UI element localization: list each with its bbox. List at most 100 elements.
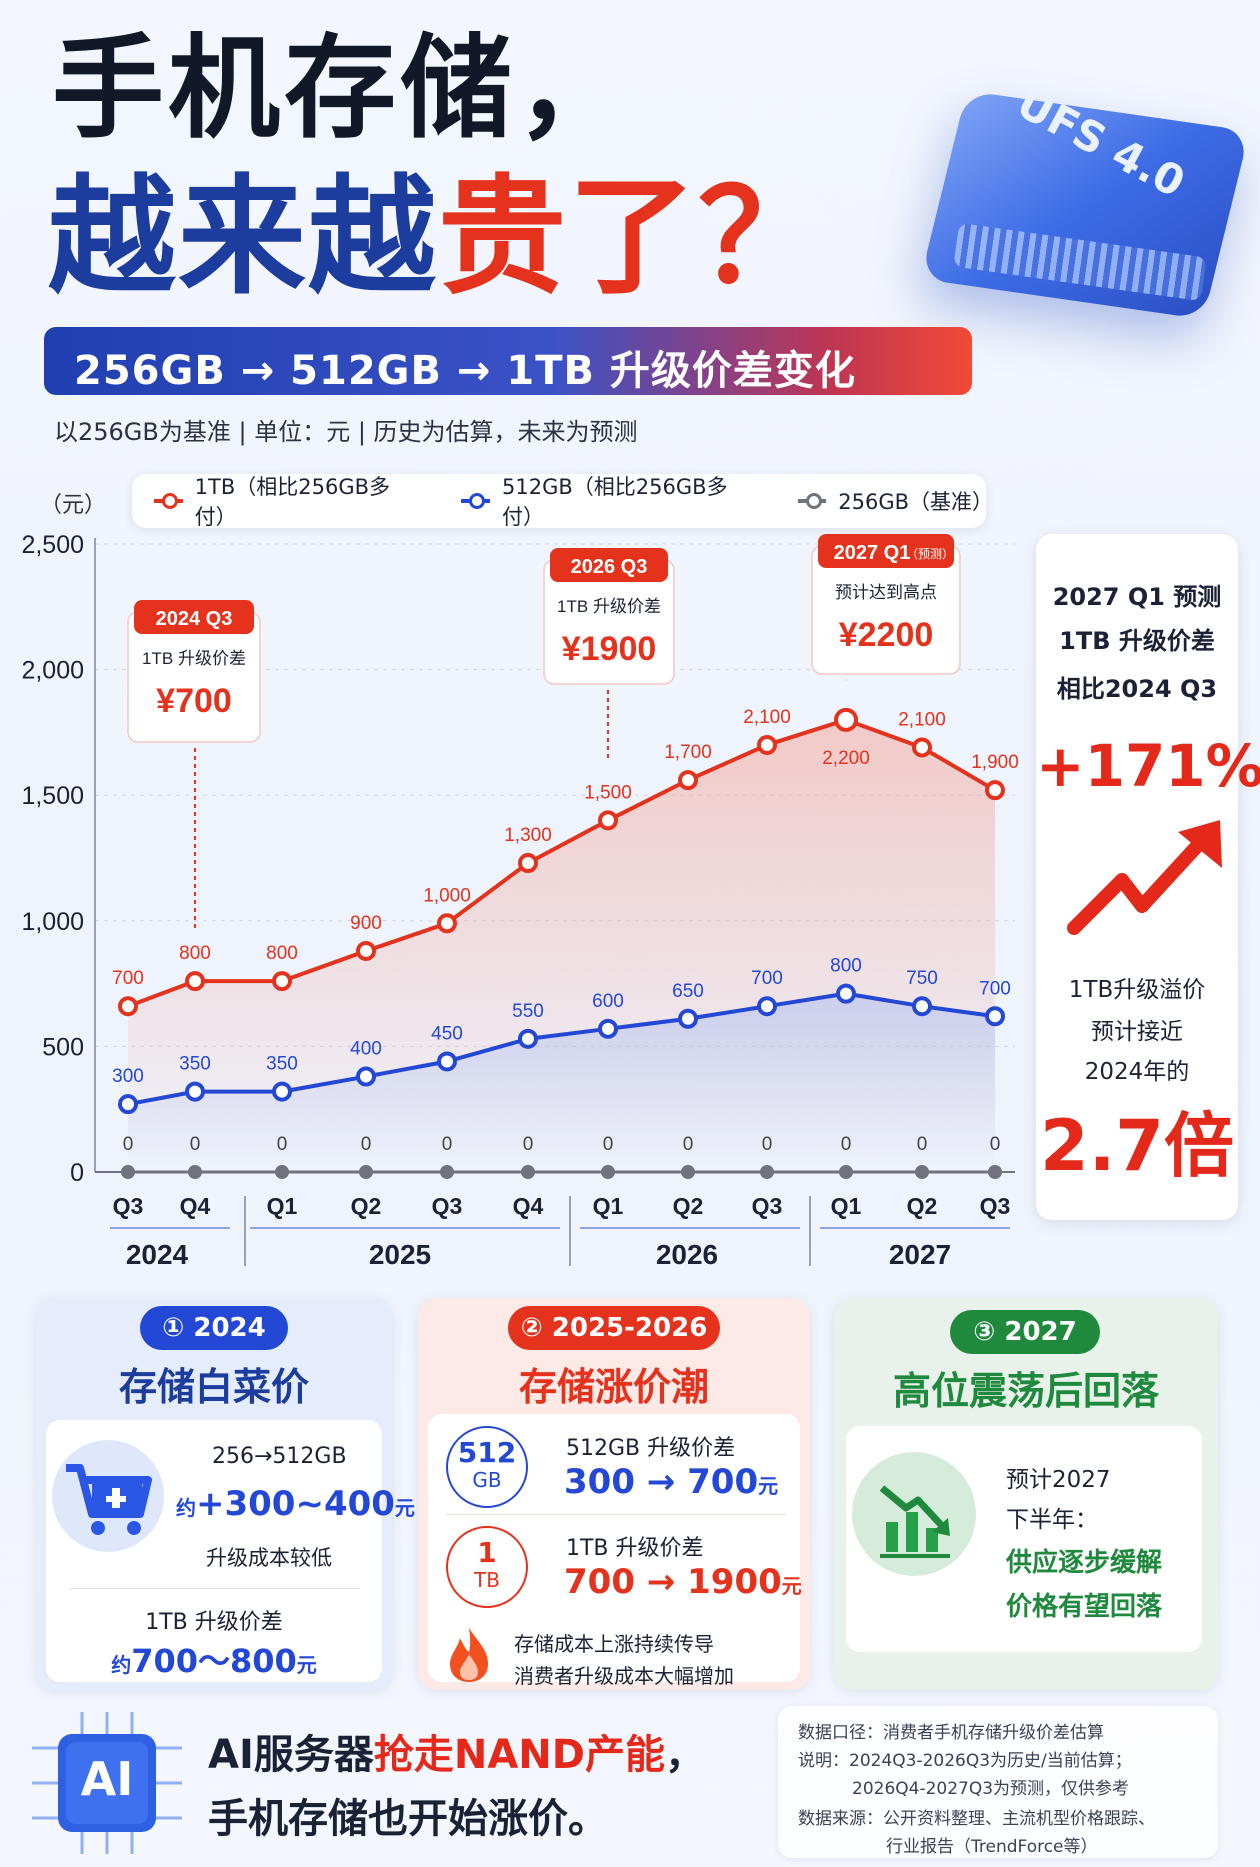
card-2024-badge: ① 2024 — [140, 1306, 288, 1350]
footer-line-1-c: ， — [664, 1732, 705, 1778]
card-2025-2026-c2-unit: 元 — [781, 1574, 802, 1598]
subheading-text: 256GB → 512GB → 1TB 升级价差变化 — [74, 348, 856, 394]
value-label-1tb: 2,100 — [743, 707, 791, 728]
title-line-2: 越来越贵了？ — [48, 167, 828, 309]
point-1tb — [356, 940, 376, 961]
x-tick-label: Q3 — [113, 1193, 144, 1219]
point-512gb — [836, 983, 856, 1004]
point-1tb — [437, 913, 457, 934]
point-512gb — [118, 1094, 138, 1115]
legend-item-1tb: 1TB（相比256GB多付） — [154, 471, 421, 531]
y-tick-label: 2,000 — [21, 657, 84, 685]
value-label-1tb: 2,200 — [822, 748, 870, 769]
summary-percent: +171% — [1036, 732, 1260, 800]
x-tick-label: Q3 — [980, 1193, 1011, 1219]
card-2027-line-3: 供应逐步缓解 — [1006, 1548, 1163, 1578]
value-label-256gb: 0 — [190, 1134, 201, 1155]
falling-chart-icon — [852, 1452, 976, 1576]
annotation-text: 1TB 升级价差 — [557, 597, 661, 616]
value-label-512gb: 350 — [266, 1054, 298, 1075]
annotation-tag-note: （预测） — [906, 547, 954, 561]
card-2025-2026-c1-label: 512GB 升级价差 — [566, 1436, 736, 1461]
card-2025-2026-fire-line-1: 存储成本上涨持续传导 — [514, 1632, 714, 1656]
source-line-4: 数据来源：公开资料整理、主流机型价格跟踪、 — [798, 1809, 1155, 1829]
card-2024-divider — [70, 1588, 360, 1589]
point-1tb — [912, 737, 932, 758]
point-256gb — [440, 1165, 454, 1179]
point-1tb — [985, 780, 1005, 801]
card-2024-a-note: 升级成本较低 — [206, 1546, 332, 1570]
point-512gb — [518, 1028, 538, 1049]
line-512gb — [127, 991, 996, 1107]
legend-label-256gb: 256GB（基准） — [838, 490, 994, 514]
y-tick-label: 1,500 — [21, 782, 84, 810]
value-label-512gb: 300 — [112, 1066, 144, 1087]
line-chart: 0 500 1,000 1,500 2,000 2,500 700 800 800 900 1,0… — [21, 531, 1018, 1270]
subheading-banner — [44, 327, 972, 395]
card-2025-2026-c2-value-row: 700 → 1900元 — [564, 1562, 802, 1602]
card-2024-b-value: 700～800 — [131, 1642, 297, 1680]
y-tick-label: 2,500 — [21, 531, 84, 559]
point-256gb — [359, 1165, 373, 1179]
value-label-512gb: 350 — [179, 1054, 211, 1075]
value-label-256gb: 0 — [277, 1134, 288, 1155]
value-label-256gb: 0 — [990, 1134, 1001, 1155]
point-256gb — [839, 1165, 853, 1179]
card-2024-b-unit: 元 — [296, 1653, 317, 1677]
point-1tb — [598, 810, 618, 831]
x-tick-label: Q4 — [180, 1193, 211, 1219]
card-2025-2026-badge: ② 2025-2026 — [508, 1306, 720, 1350]
summary-multiple: 2.7倍 — [1039, 1105, 1234, 1187]
value-label-256gb: 0 — [603, 1134, 614, 1155]
point-1tb — [185, 971, 205, 992]
y-tick-label: 0 — [70, 1159, 84, 1187]
x-tick-label: Q3 — [432, 1193, 463, 1219]
annotation-tag: 2026 Q3 — [571, 556, 648, 578]
badge-512gb-icon: 512 GB — [446, 1426, 528, 1508]
value-label-256gb: 0 — [762, 1134, 773, 1155]
point-1tb — [272, 971, 292, 992]
annotation-value: ¥2200 — [839, 616, 934, 654]
point-1tb — [678, 770, 698, 791]
value-label-512gb: 550 — [512, 1001, 544, 1022]
point-512gb — [437, 1051, 457, 1072]
value-label-256gb: 0 — [841, 1134, 852, 1155]
card-2025-2026-title: 存储涨价潮 — [518, 1365, 709, 1409]
card-2027-line-1: 预计2027 — [1006, 1467, 1111, 1493]
year-label: 2026 — [656, 1239, 718, 1270]
card-2025-2026-divider — [446, 1514, 786, 1515]
badge-1tb-top: 1 — [477, 1536, 497, 1569]
annotation-value: ¥1900 — [562, 630, 657, 668]
x-tick-label: Q2 — [907, 1193, 938, 1219]
point-512gb — [678, 1008, 698, 1029]
point-256gb — [601, 1165, 615, 1179]
value-label-512gb: 400 — [350, 1039, 382, 1060]
value-label-256gb: 0 — [523, 1134, 534, 1155]
point-512gb — [985, 1006, 1005, 1027]
point-512gb — [356, 1066, 376, 1087]
source-line-2: 说明：2024Q3-2026Q3为历史/当前估算； — [798, 1751, 1132, 1771]
annotation-tag-bg — [550, 548, 668, 582]
legend-item-256gb: 256GB（基准） — [797, 486, 994, 516]
point-256gb — [988, 1165, 1002, 1179]
card-2027-line-4: 价格有望回落 — [1006, 1592, 1163, 1622]
annotation-tag-bg — [818, 534, 954, 568]
annotation-tag-bg — [134, 600, 254, 634]
annotation-value: ¥700 — [156, 682, 232, 720]
y-tick-label: 500 — [42, 1033, 84, 1061]
point-1tb — [118, 996, 138, 1017]
value-label-1tb: 700 — [112, 968, 144, 989]
value-label-512gb: 700 — [979, 978, 1011, 999]
y-axis-unit: （元） — [40, 493, 107, 518]
value-label-1tb: 1,000 — [423, 885, 471, 906]
title-red-part: 贵了？ — [438, 163, 829, 312]
x-tick-label: Q1 — [831, 1193, 862, 1219]
point-256gb — [915, 1165, 929, 1179]
line-1tb — [127, 717, 997, 1009]
legend-marker-1tb — [154, 493, 183, 509]
card-2025-2026-c1-value: 300 → 700 — [564, 1462, 759, 1502]
point-256gb — [275, 1165, 289, 1179]
footer-line-1-a: AI服务器 — [208, 1732, 374, 1778]
footer-line-2: 手机存储也开始涨价。 — [208, 1796, 608, 1842]
fire-icon — [450, 1628, 488, 1682]
